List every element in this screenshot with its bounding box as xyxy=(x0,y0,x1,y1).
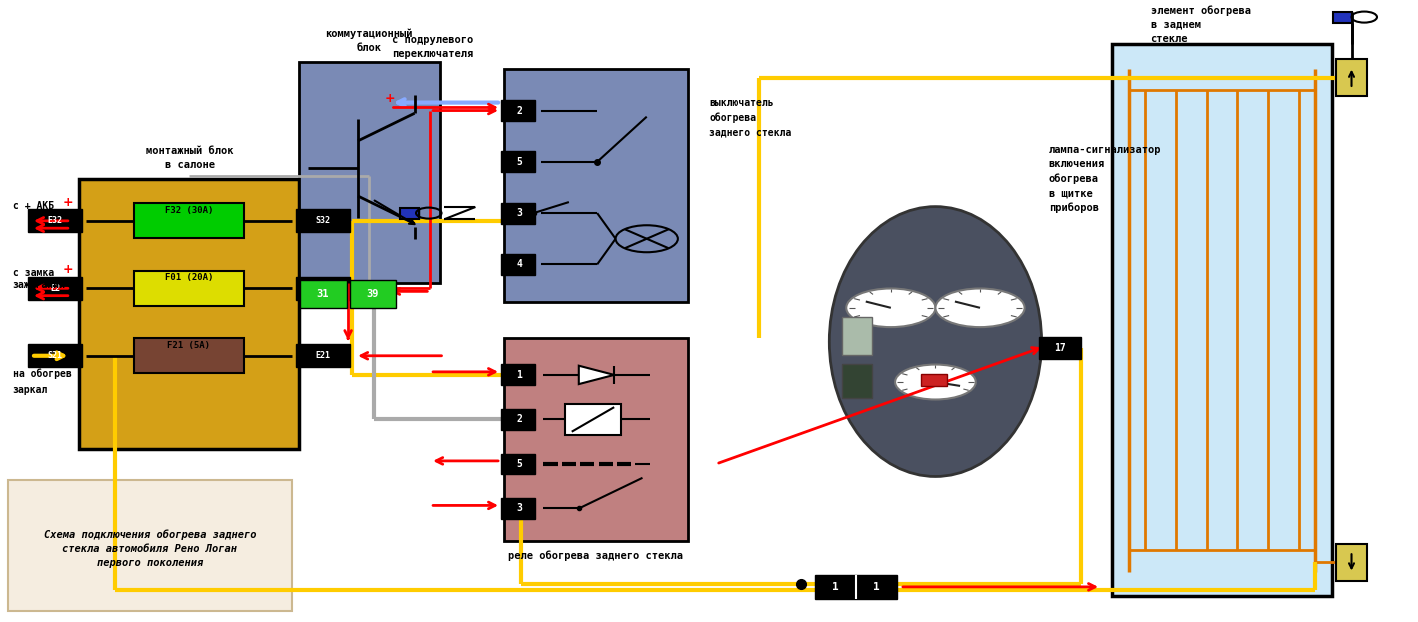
Text: 2: 2 xyxy=(516,106,522,116)
Bar xyxy=(1336,60,1367,96)
Text: заркал: заркал xyxy=(13,384,48,394)
Bar xyxy=(503,338,688,541)
Bar xyxy=(501,151,535,172)
Text: +: + xyxy=(384,92,396,105)
Bar xyxy=(135,203,244,238)
Bar xyxy=(28,344,82,368)
Text: 4: 4 xyxy=(516,259,522,269)
Bar xyxy=(400,208,418,218)
Text: S21: S21 xyxy=(48,351,62,360)
Text: +: + xyxy=(62,263,72,276)
Bar xyxy=(9,480,292,611)
Bar xyxy=(1039,337,1081,360)
Text: с + АКБ: с + АКБ xyxy=(13,200,54,210)
Text: S1: S1 xyxy=(318,284,328,293)
Text: 5: 5 xyxy=(516,157,522,167)
Text: +: + xyxy=(62,195,72,208)
Text: E32: E32 xyxy=(48,216,62,225)
Bar xyxy=(1336,544,1367,581)
Bar xyxy=(922,374,947,386)
Bar xyxy=(842,364,872,398)
Bar xyxy=(28,277,82,300)
Bar xyxy=(501,364,535,386)
Text: 1: 1 xyxy=(873,582,881,592)
Text: зажигания: зажигания xyxy=(13,281,65,290)
Text: с подрулевого
переключателя: с подрулевого переключателя xyxy=(393,35,474,59)
Ellipse shape xyxy=(830,207,1042,476)
Bar xyxy=(296,277,349,300)
Bar xyxy=(503,68,688,302)
Bar xyxy=(28,209,82,233)
Bar xyxy=(296,344,349,368)
Bar xyxy=(301,280,347,308)
Bar xyxy=(1112,44,1332,596)
Text: F21 (5A): F21 (5A) xyxy=(167,341,210,350)
Text: выключатель
обогрева
заднего стекла: выключатель обогрева заднего стекла xyxy=(709,98,791,137)
Bar xyxy=(135,338,244,373)
Text: 3: 3 xyxy=(516,503,522,514)
Bar xyxy=(501,453,535,475)
Bar xyxy=(564,404,621,435)
Bar xyxy=(815,575,898,599)
Text: 5: 5 xyxy=(516,459,522,469)
Text: 17: 17 xyxy=(1054,343,1066,353)
Bar xyxy=(135,271,244,306)
Bar xyxy=(842,317,872,355)
Text: S32: S32 xyxy=(315,216,330,225)
Circle shape xyxy=(847,289,936,327)
Bar xyxy=(296,209,349,233)
Circle shape xyxy=(936,289,1025,327)
Text: элемент обогрева
в заднем
стекле: элемент обогрева в заднем стекле xyxy=(1150,5,1251,44)
Text: 39: 39 xyxy=(366,289,379,299)
Text: коммутационный
блок: коммутационный блок xyxy=(326,29,413,53)
Bar xyxy=(501,203,535,223)
Text: 31: 31 xyxy=(316,289,329,299)
Text: лампа-сигнализатор
включения
обогрева
в щитке
приборов: лампа-сигнализатор включения обогрева в … xyxy=(1049,145,1161,213)
Bar xyxy=(79,179,299,449)
Bar xyxy=(501,498,535,519)
Text: 2: 2 xyxy=(516,414,522,424)
Text: с замка: с замка xyxy=(13,268,54,278)
Bar xyxy=(299,62,440,283)
Text: 1: 1 xyxy=(516,370,522,380)
Polygon shape xyxy=(579,366,614,384)
Text: Схема подключения обогрева заднего
стекла автомобиля Рено Логан
первого поколени: Схема подключения обогрева заднего стекл… xyxy=(44,529,257,567)
Bar xyxy=(1333,12,1351,22)
Text: 1: 1 xyxy=(832,582,839,592)
Bar xyxy=(501,100,535,121)
Bar xyxy=(349,280,396,308)
Circle shape xyxy=(895,364,976,399)
Bar xyxy=(501,409,535,430)
Text: реле обогрева заднего стекла: реле обогрева заднего стекла xyxy=(508,551,683,562)
Text: E21: E21 xyxy=(315,351,330,360)
Text: 3: 3 xyxy=(516,208,522,218)
Text: E2: E2 xyxy=(50,284,60,293)
Text: монтажный блок
в салоне: монтажный блок в салоне xyxy=(146,146,234,170)
Text: F32 (30A): F32 (30A) xyxy=(164,206,213,215)
Text: F01 (20A): F01 (20A) xyxy=(164,273,213,282)
Text: на обогрев: на обогрев xyxy=(13,369,71,379)
Bar xyxy=(501,254,535,275)
